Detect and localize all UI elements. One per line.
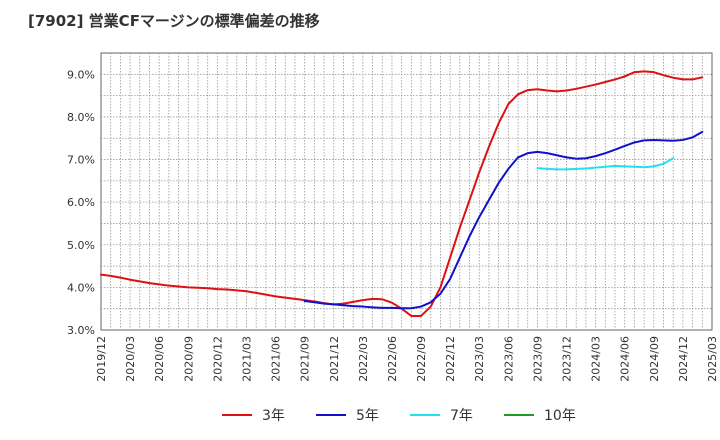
x-tick-label: 2021/12 bbox=[328, 336, 341, 382]
x-tick-label: 2023/06 bbox=[502, 336, 515, 382]
y-axis: 3.0% 4.0% 5.0% 6.0% 7.0% 8.0% 9.0% bbox=[67, 68, 95, 337]
legend-label-4: 10年 bbox=[544, 408, 576, 424]
grid-layer bbox=[101, 53, 712, 330]
x-tick-label: 2022/12 bbox=[444, 336, 457, 382]
x-tick-label: 2024/09 bbox=[648, 336, 661, 382]
y-tick-label: 8.0% bbox=[67, 111, 95, 124]
x-tick-label: 2022/09 bbox=[415, 336, 428, 382]
x-tick-label: 2023/03 bbox=[473, 336, 486, 382]
legend-label-3: 7年 bbox=[450, 408, 473, 424]
x-tick-label: 2025/03 bbox=[706, 336, 719, 382]
x-tick-label: 2024/06 bbox=[619, 336, 632, 382]
x-tick-label: 2021/03 bbox=[240, 336, 253, 382]
x-tick-label: 2022/06 bbox=[386, 336, 399, 382]
x-tick-label: 2021/09 bbox=[299, 336, 312, 382]
x-tick-label: 2024/12 bbox=[677, 336, 690, 382]
series-layer bbox=[100, 70, 704, 317]
series-line-2 bbox=[303, 130, 704, 310]
x-tick-label: 2020/03 bbox=[124, 336, 137, 382]
y-tick-label: 6.0% bbox=[67, 196, 95, 209]
x-tick-label: 2020/09 bbox=[182, 336, 195, 382]
x-tick-label: 2019/12 bbox=[95, 336, 108, 382]
y-tick-label: 9.0% bbox=[67, 68, 95, 81]
x-tick-label: 2022/03 bbox=[357, 336, 370, 382]
series-line-3 bbox=[536, 157, 675, 171]
plot-area bbox=[100, 52, 713, 331]
x-tick-label: 2023/09 bbox=[531, 336, 544, 382]
x-tick-label: 2020/06 bbox=[153, 336, 166, 382]
legend: 3年 5年 7年 10年 bbox=[222, 408, 576, 424]
x-axis: 2019/12 2020/03 2020/06 2020/09 2020/12 2021/… bbox=[95, 336, 719, 382]
x-tick-label: 2020/12 bbox=[211, 336, 224, 382]
legend-label-2: 5年 bbox=[356, 408, 379, 424]
x-tick-label: 2023/12 bbox=[561, 336, 574, 382]
chart-title: [7902] 営業CFマージンの標準偏差の推移 bbox=[28, 12, 320, 30]
legend-label-1: 3年 bbox=[262, 408, 285, 424]
y-tick-label: 4.0% bbox=[67, 281, 95, 294]
x-tick-label: 2024/03 bbox=[590, 336, 603, 382]
y-tick-label: 3.0% bbox=[67, 324, 95, 337]
x-tick-label: 2021/06 bbox=[270, 336, 283, 382]
y-tick-label: 7.0% bbox=[67, 154, 95, 167]
y-tick-label: 5.0% bbox=[67, 239, 95, 252]
